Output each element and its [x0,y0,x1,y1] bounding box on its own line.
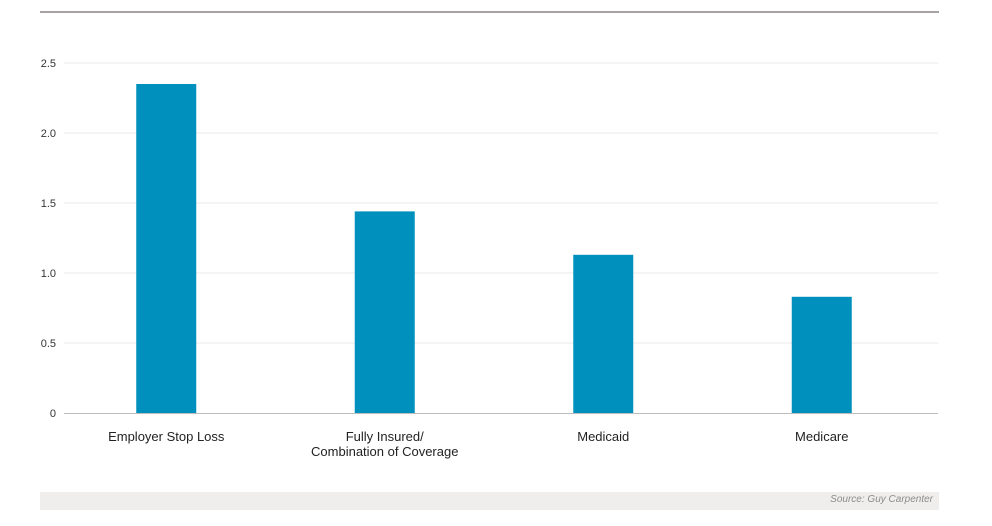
bar [791,296,852,413]
y-tick-label: 0 [50,408,56,420]
x-category-label: Medicaid [577,429,629,444]
bar [136,84,197,413]
y-tick-label: 1.5 [41,198,56,210]
bar [354,211,415,413]
x-category-label: Fully Insured/ [346,429,424,444]
top-rule [40,11,939,13]
y-tick-label: 1.0 [41,268,56,280]
x-category-label: Combination of Coverage [311,444,458,459]
y-tick-label: 2.5 [41,58,56,70]
bar-chart: 0 0.5 1.0 1.5 2.0 2.5 Employer Stop Loss Fully… [41,58,938,459]
source-note: Source: Guy Carpenter [830,494,933,505]
bar [573,254,634,413]
x-category-label: Medicare [795,429,848,444]
y-tick-label: 2.0 [41,128,56,140]
y-tick-label: 0.5 [41,338,56,350]
bars [136,84,852,413]
x-category-label: Employer Stop Loss [108,429,225,444]
y-axis-ticks: 0 0.5 1.0 1.5 2.0 2.5 [41,58,56,420]
source-bar: Source: Guy Carpenter [40,492,939,510]
x-axis-categories: Employer Stop Loss Fully Insured/Combinat… [108,429,848,459]
